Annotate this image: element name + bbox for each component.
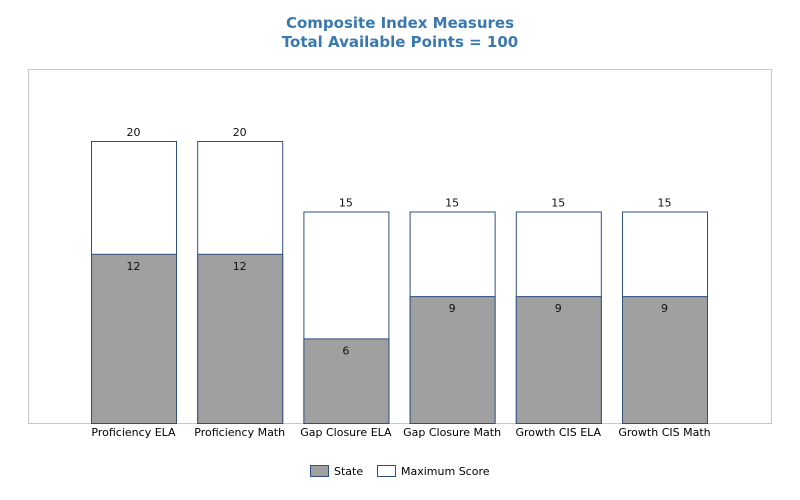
max-score-data-label: 15 bbox=[551, 197, 565, 210]
state-data-label: 9 bbox=[555, 302, 562, 315]
state-data-label: 6 bbox=[342, 344, 349, 357]
max-score-data-label: 15 bbox=[339, 197, 353, 210]
max-score-data-label: 20 bbox=[233, 126, 247, 139]
chart-title-block: Composite Index Measures Total Available… bbox=[0, 14, 800, 52]
state-bar bbox=[409, 296, 496, 425]
x-tick-label: Growth CIS ELA bbox=[516, 426, 602, 439]
max-score-data-label: 15 bbox=[658, 197, 672, 210]
x-tick-label: Gap Closure Math bbox=[403, 426, 501, 439]
legend-swatch bbox=[310, 465, 329, 477]
chart-title: Composite Index Measures bbox=[285, 14, 515, 32]
state-data-label: 9 bbox=[449, 302, 456, 315]
max-score-data-label: 15 bbox=[445, 197, 459, 210]
chart-subtitle: Total Available Points = 100 bbox=[281, 33, 519, 51]
legend-label: Maximum Score bbox=[401, 465, 490, 478]
state-bar bbox=[197, 253, 284, 424]
x-tick-label: Gap Closure ELA bbox=[300, 426, 392, 439]
state-bar bbox=[91, 253, 177, 424]
x-tick-label: Proficiency ELA bbox=[91, 426, 176, 439]
state-bar bbox=[515, 296, 602, 425]
max-score-data-label: 20 bbox=[127, 126, 141, 139]
legend-swatch bbox=[377, 465, 396, 477]
x-tick-label: Growth CIS Math bbox=[618, 426, 710, 439]
legend-label: State bbox=[334, 465, 363, 478]
bars-group: 20 12 Proficiency ELA 20 12 Proficiency Math 1… bbox=[91, 126, 711, 439]
x-tick-label: Proficiency Math bbox=[194, 426, 285, 439]
state-data-label: 9 bbox=[661, 302, 668, 315]
state-data-label: 12 bbox=[127, 260, 141, 273]
state-bar bbox=[622, 296, 708, 425]
state-bar bbox=[303, 338, 390, 424]
legend: State Maximum Score bbox=[310, 465, 490, 478]
state-data-label: 12 bbox=[233, 260, 247, 273]
